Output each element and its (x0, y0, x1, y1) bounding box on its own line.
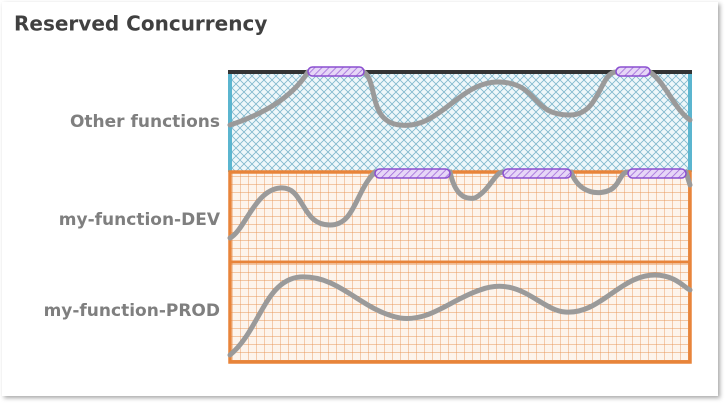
throttle (307, 66, 365, 77)
title: Reserved Concurrency (14, 12, 267, 36)
usage-curve (227, 272, 693, 358)
other-area (230, 72, 690, 172)
throttle (615, 66, 651, 77)
throttle (502, 168, 572, 179)
usage-curve (227, 169, 693, 241)
dev-area (230, 172, 690, 262)
throttle (374, 168, 451, 179)
border (228, 170, 692, 364)
row-label: my-function-DEV (59, 210, 221, 230)
throttle (627, 168, 687, 179)
row-label: Other functions (70, 112, 220, 132)
row-label: my-function-PROD (44, 301, 220, 321)
